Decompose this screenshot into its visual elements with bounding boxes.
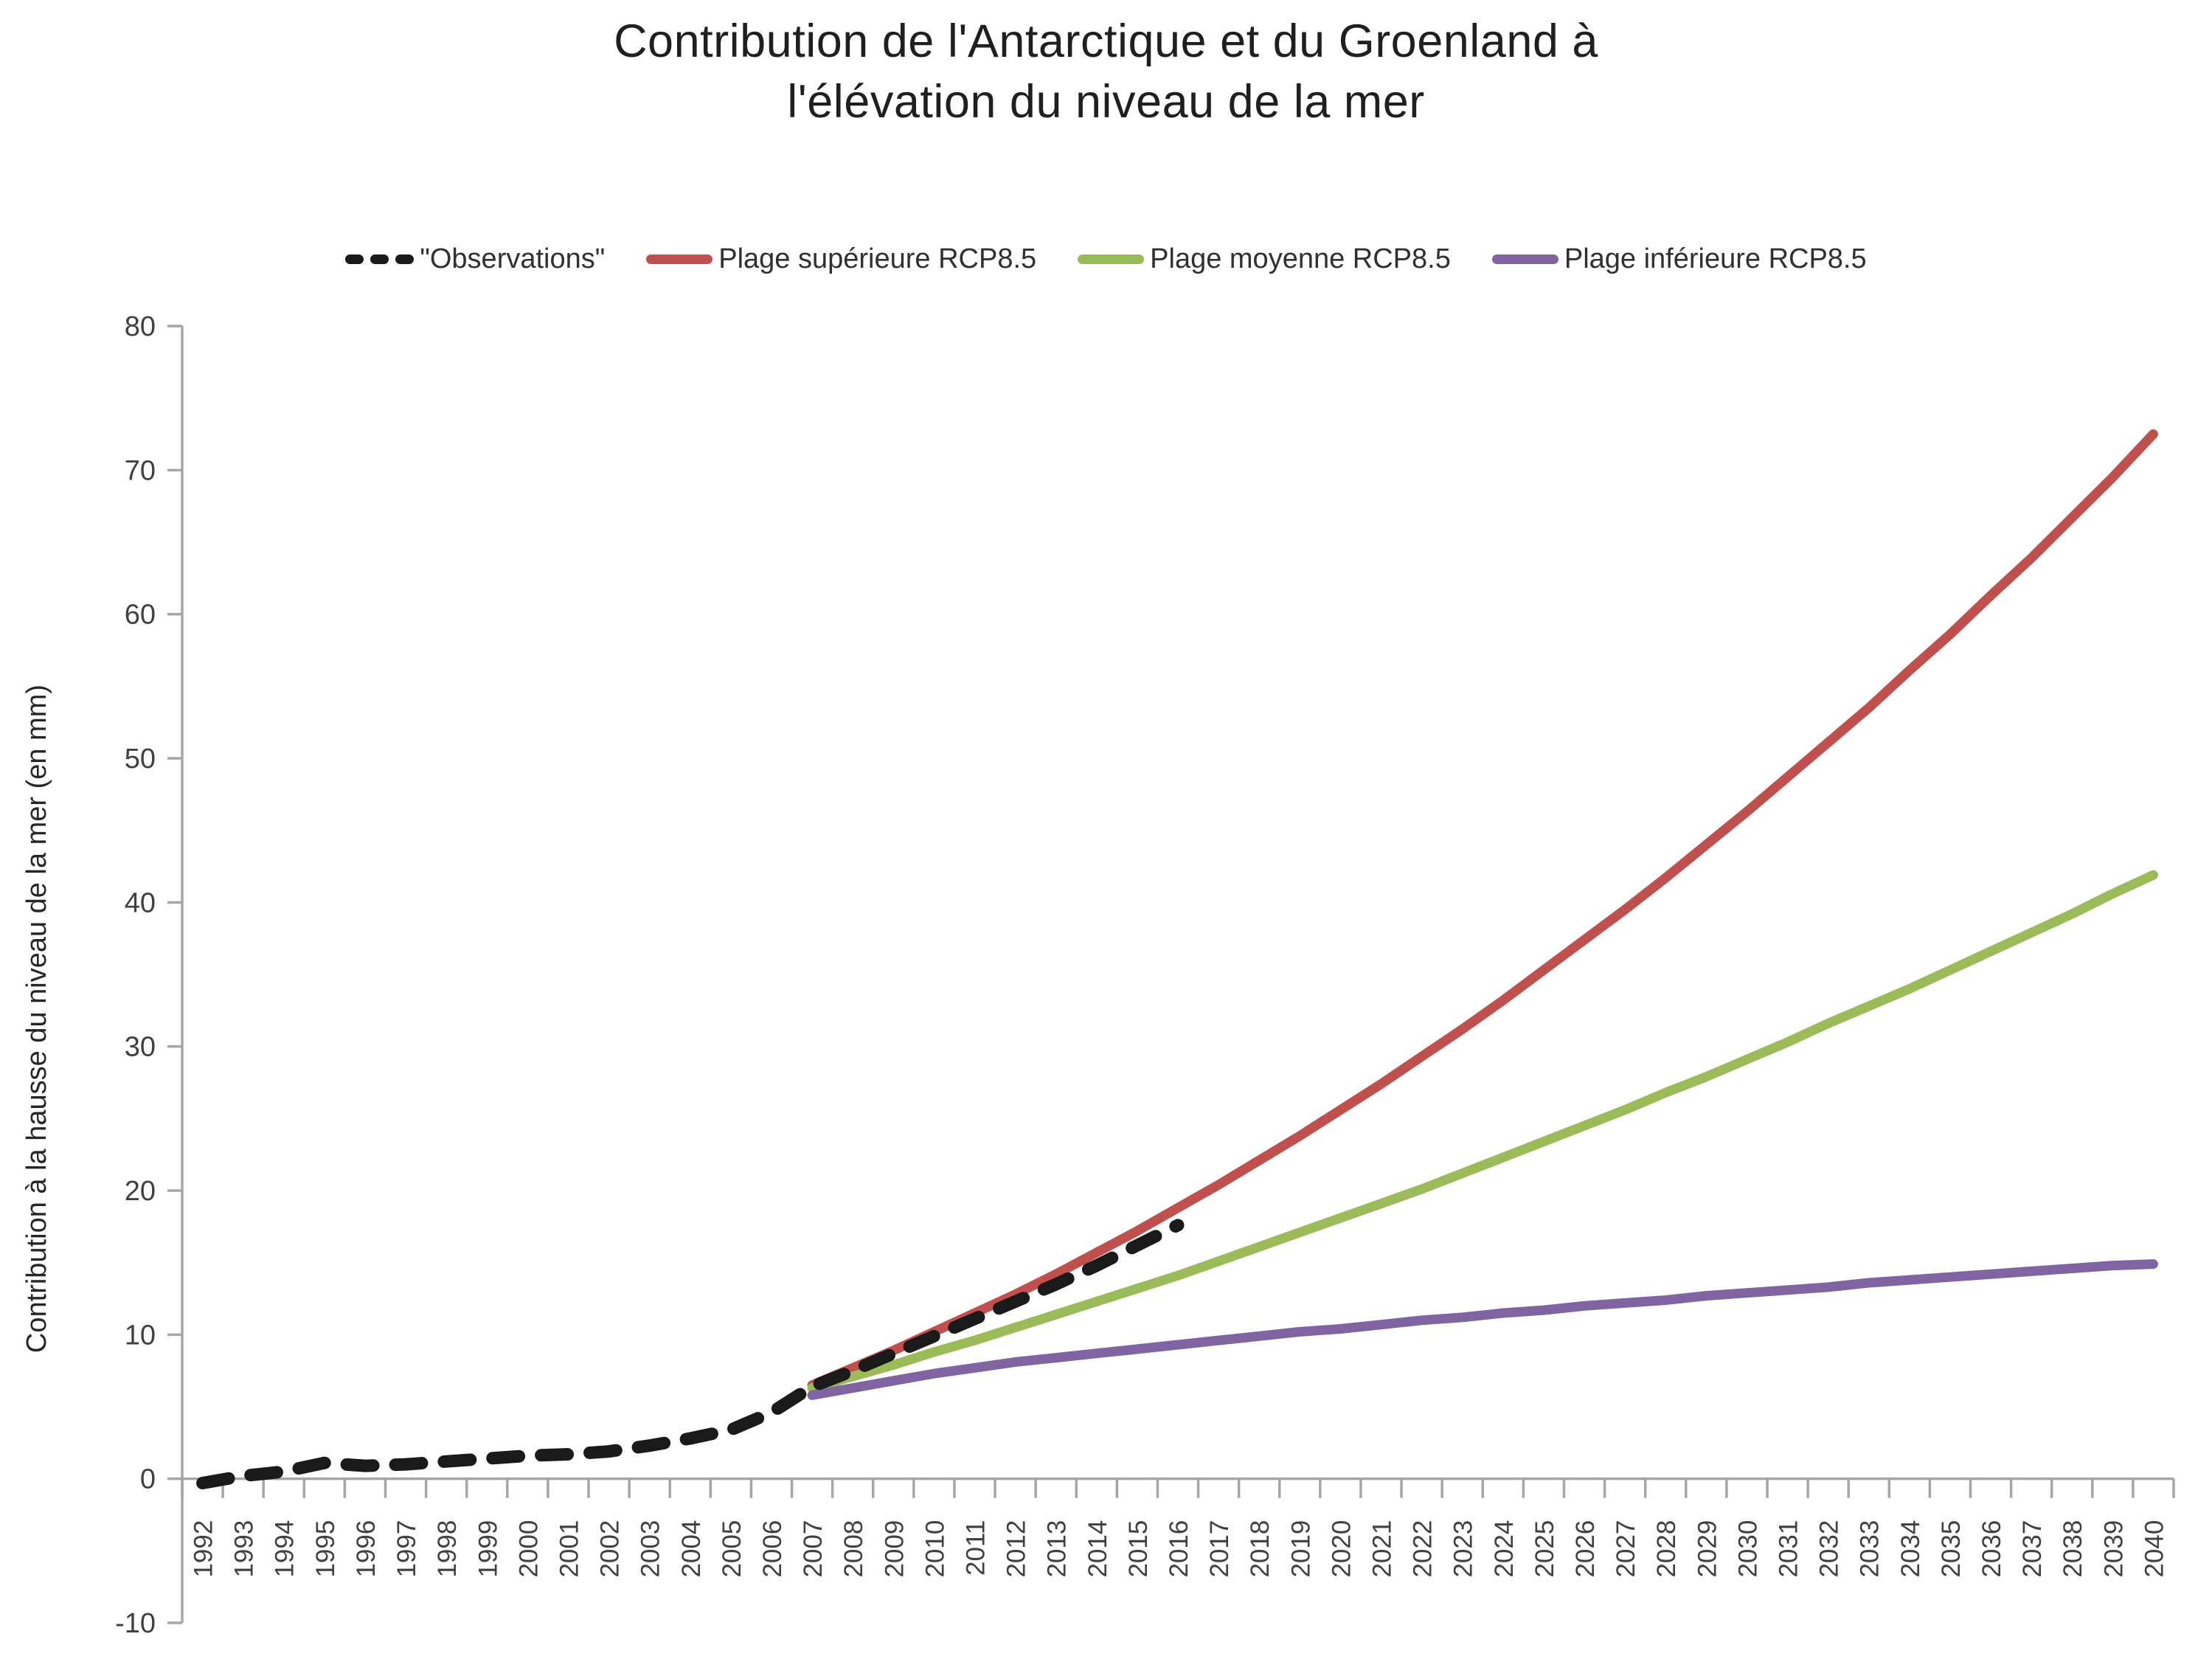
legend-label-observations: "Observations" — [420, 243, 606, 274]
x-axis-year-label: 2030 — [1733, 1520, 1762, 1578]
x-axis-year-label: 2002 — [596, 1520, 625, 1578]
x-axis-year-label: 2039 — [2099, 1520, 2128, 1578]
x-axis-year-label: 2023 — [1449, 1520, 1478, 1578]
x-axis-year-label: 2027 — [1612, 1520, 1640, 1578]
x-axis-year-label: 2028 — [1652, 1520, 1681, 1578]
x-axis-year-label: 1995 — [311, 1520, 340, 1578]
x-axis-year-label: 2036 — [1977, 1520, 2006, 1578]
x-axis-year-label: 2010 — [920, 1520, 949, 1578]
y-axis-title: Contribution à la hausse du niveau de la… — [21, 685, 52, 1353]
x-axis-year-label: 2001 — [555, 1520, 583, 1578]
x-axis-year-label: 2021 — [1368, 1520, 1397, 1578]
x-axis-year-label: 2008 — [839, 1520, 868, 1578]
x-axis-year-label: 2035 — [1937, 1520, 1966, 1578]
legend-item-plage-superieure: Plage supérieure RCP8.5 — [646, 243, 1036, 275]
legend-dash-segment — [345, 254, 364, 264]
x-axis-year-label: 2033 — [1856, 1520, 1885, 1578]
x-axis-year-label: 2009 — [880, 1520, 909, 1578]
x-axis-year-label: 2014 — [1084, 1520, 1112, 1578]
x-axis-year-label: 2007 — [799, 1520, 828, 1578]
legend-dash-segment — [370, 254, 389, 264]
x-axis-year-label: 1994 — [271, 1520, 299, 1578]
y-axis-tick-label: 40 — [125, 887, 156, 918]
y-axis-tick-label: -10 — [115, 1608, 156, 1639]
x-axis-year-label: 2031 — [1775, 1520, 1803, 1578]
x-axis-year-label: 2025 — [1530, 1520, 1559, 1578]
x-axis-year-label: 2006 — [758, 1520, 787, 1578]
y-axis-tick-label: 60 — [125, 600, 156, 631]
x-axis-year-label: 1993 — [230, 1520, 259, 1578]
legend-swatch-observations-dashed-line-icon — [345, 254, 415, 264]
legend-swatch-plage-inferieure-line-icon — [1491, 254, 1559, 264]
x-axis-year-label: 2012 — [1002, 1520, 1031, 1578]
y-axis-tick-label: 80 — [125, 311, 156, 342]
legend: "Observations" Plage supérieure RCP8.5 P… — [0, 243, 2212, 275]
x-axis-year-label: 2040 — [2140, 1520, 2168, 1578]
y-axis-tick-label: 50 — [125, 744, 156, 775]
series-line-plage-sup-rieure-rcp8-5 — [807, 429, 2158, 1390]
x-axis-year-label: 2013 — [1043, 1520, 1072, 1578]
series-line-plage-moyenne-rcp8-5 — [807, 870, 2158, 1393]
legend-swatch-plage-superieure-line-icon — [646, 254, 713, 264]
x-axis-year-label: 2038 — [2059, 1520, 2087, 1578]
x-axis-year-label: 2034 — [1896, 1520, 1925, 1578]
chart-title: Contribution de l'Antarctique et du Groe… — [0, 12, 2212, 133]
y-axis-tick-label: 30 — [125, 1032, 156, 1063]
series-line-plage-inf-rieure-rcp8-5 — [807, 1259, 2158, 1400]
x-axis-year-label: 2017 — [1205, 1520, 1234, 1578]
x-axis-year-label: 1999 — [474, 1520, 502, 1578]
x-axis-year-label: 2032 — [1815, 1520, 1844, 1578]
legend-line-segment — [1078, 254, 1145, 264]
y-axis-tick-label: 20 — [125, 1176, 156, 1207]
x-axis-year-label: 2019 — [1286, 1520, 1315, 1578]
x-axis-year-label: 2003 — [637, 1520, 665, 1578]
series-line-observations — [196, 1219, 1185, 1489]
x-axis-year-label: 2022 — [1409, 1520, 1438, 1578]
x-axis-year-label: 2029 — [1693, 1520, 1722, 1578]
x-axis-year-label: 2016 — [1165, 1520, 1193, 1578]
legend-label-plage-superieure: Plage supérieure RCP8.5 — [718, 243, 1037, 274]
x-axis-year-label: 2004 — [677, 1520, 706, 1578]
legend-item-plage-moyenne: Plage moyenne RCP8.5 — [1078, 243, 1451, 275]
x-axis-year-label: 2000 — [514, 1520, 543, 1578]
legend-line-segment — [646, 254, 713, 264]
x-axis-year-label: 1996 — [352, 1520, 381, 1578]
y-axis-tick-label: 0 — [140, 1464, 156, 1495]
y-axis-tick-label: 10 — [125, 1320, 156, 1351]
y-axis-tick-label: 70 — [125, 455, 156, 486]
chart-title-line1: Contribution de l'Antarctique et du Groe… — [614, 15, 1598, 67]
x-axis-year-label: 1992 — [190, 1520, 218, 1578]
x-axis-year-label: 1997 — [392, 1520, 421, 1578]
legend-label-plage-inferieure: Plage inférieure RCP8.5 — [1564, 243, 1867, 274]
legend-dash-segment — [395, 254, 415, 264]
x-axis-year-label: 2037 — [2018, 1520, 2047, 1578]
x-axis-year-label: 2015 — [1124, 1520, 1153, 1578]
legend-swatch-plage-moyenne-line-icon — [1078, 254, 1145, 264]
x-axis-year-label: 2026 — [1571, 1520, 1600, 1578]
x-axis-year-label: 1998 — [433, 1520, 462, 1578]
x-axis-year-label: 2011 — [961, 1520, 990, 1576]
legend-item-observations: "Observations" — [345, 243, 605, 275]
x-axis-year-label: 2005 — [718, 1520, 746, 1578]
legend-line-segment — [1491, 254, 1559, 264]
chart-title-line2: l'élévation du niveau de la mer — [787, 75, 1425, 128]
x-axis-year-label: 2024 — [1490, 1520, 1519, 1578]
x-axis-year-label: 2018 — [1246, 1520, 1275, 1578]
legend-label-plage-moyenne: Plage moyenne RCP8.5 — [1150, 243, 1451, 274]
x-axis-year-label: 2020 — [1327, 1520, 1356, 1578]
legend-item-plage-inferieure: Plage inférieure RCP8.5 — [1491, 243, 1867, 275]
